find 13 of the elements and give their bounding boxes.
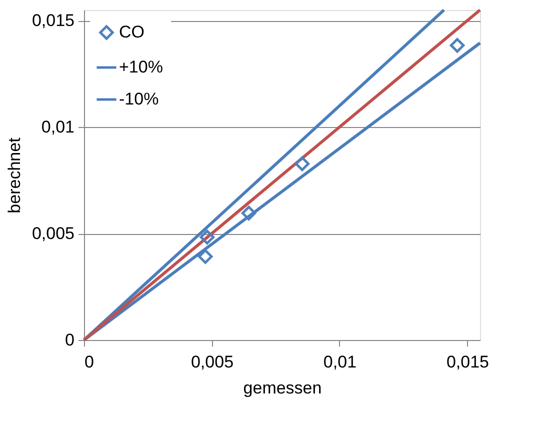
- y-tick-label: 0: [65, 330, 74, 350]
- x-axis-title: gemessen: [243, 378, 322, 398]
- x-tick-label: 0: [84, 352, 94, 372]
- x-tick-label: 0,01: [323, 352, 357, 372]
- legend-label: +10%: [119, 58, 163, 76]
- y-axis-title: berechnet: [4, 137, 24, 214]
- x-tick-label: 0,005: [190, 352, 234, 372]
- y-tick-label: 0,005: [32, 224, 74, 244]
- x-tick-label: 0,015: [446, 352, 489, 372]
- y-tick-label: 0,015: [32, 11, 74, 30]
- y-tick-label: 0,01: [41, 118, 74, 137]
- legend-label: -10%: [119, 90, 159, 108]
- legend-label: CO: [119, 22, 144, 42]
